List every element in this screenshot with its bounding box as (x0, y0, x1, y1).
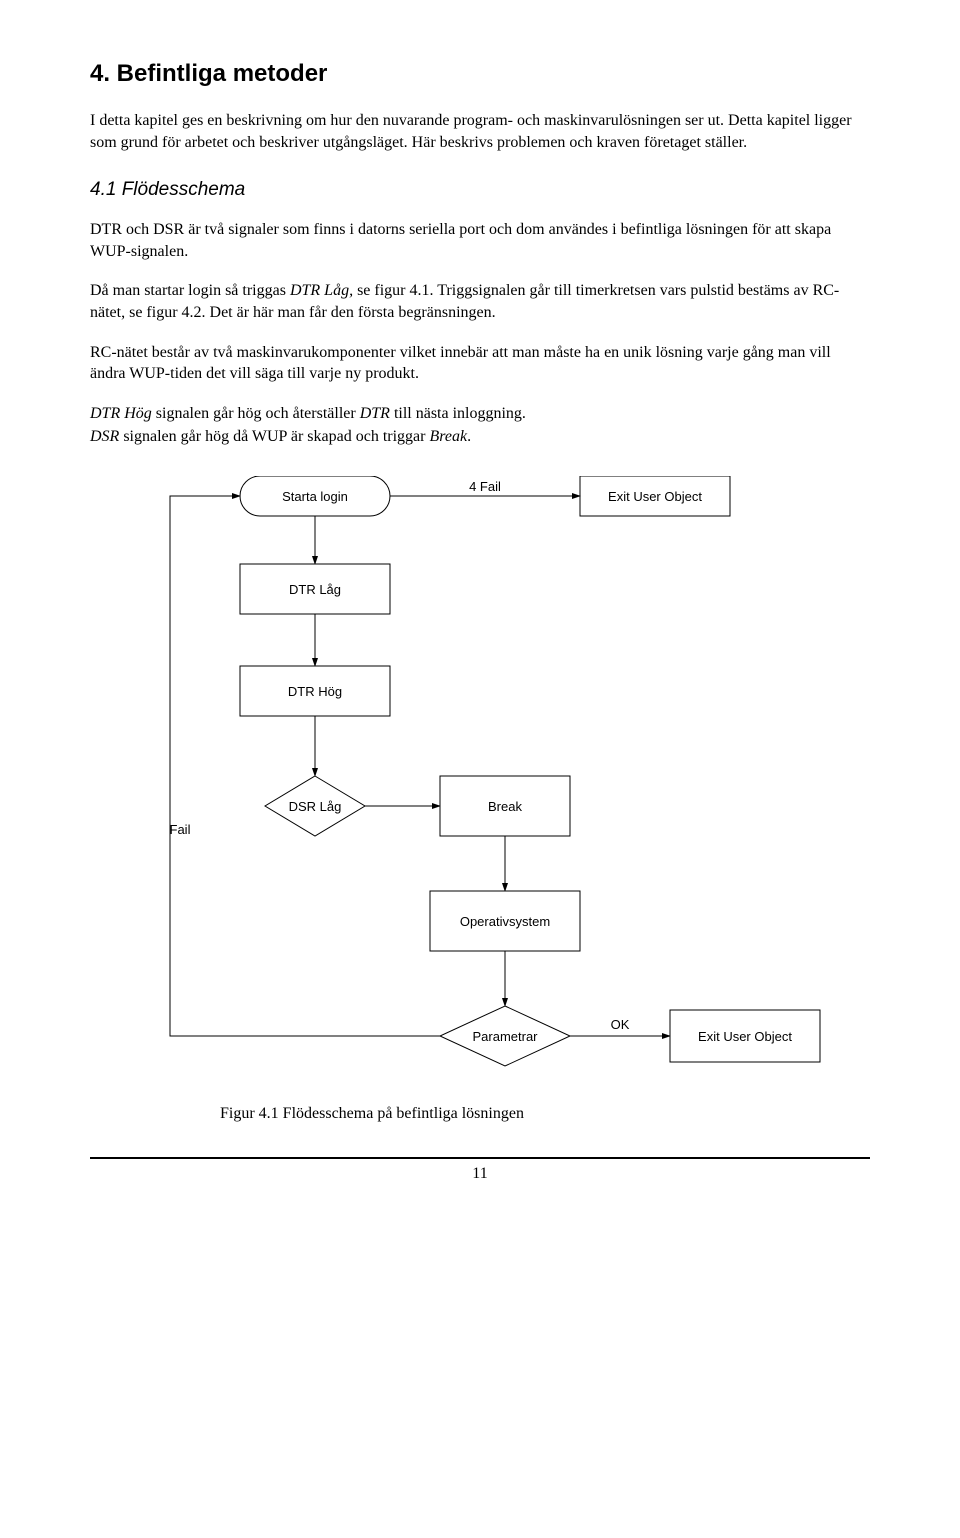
node-dtr-low-label: DTR Låg (289, 582, 341, 597)
node-exit1-label: Exit User Object (608, 489, 702, 504)
footer-rule (90, 1157, 870, 1159)
flowchart-svg: Starta login Exit User Object 4 Fail DTR… (150, 476, 850, 1086)
edge-label-fail: Fail (170, 822, 191, 837)
node-exit2-label: Exit User Object (698, 1029, 792, 1044)
figure-caption: Figur 4.1 Flödesschema på befintliga lös… (220, 1105, 870, 1123)
node-dsr-low-label: DSR Låg (289, 799, 342, 814)
paragraph-5: DSR signalen går hög då WUP är skapad oc… (90, 426, 870, 448)
paragraph-1: DTR och DSR är två signaler som finns i … (90, 219, 870, 262)
node-os-label: Operativsystem (460, 914, 550, 929)
flowchart: Starta login Exit User Object 4 Fail DTR… (150, 476, 870, 1091)
node-break-label: Break (488, 799, 522, 814)
paragraph-3: RC-nätet består av två maskinvarukompone… (90, 342, 870, 385)
paragraph-4: DTR Hög signalen går hög och återställer… (90, 403, 870, 425)
node-start-label: Starta login (282, 489, 348, 504)
edge-label-4fail: 4 Fail (469, 479, 501, 494)
node-dtr-high-label: DTR Hög (288, 684, 342, 699)
chapter-heading: 4. Befintliga metoder (90, 60, 870, 88)
page-number: 11 (90, 1165, 870, 1183)
paragraph-2: Då man startar login så triggas DTR Låg,… (90, 280, 870, 323)
edge-label-ok: OK (611, 1017, 630, 1032)
node-parametrar-label: Parametrar (472, 1029, 538, 1044)
intro-paragraph: I detta kapitel ges en beskrivning om hu… (90, 110, 870, 153)
section-heading: 4.1 Flödesschema (90, 179, 870, 201)
